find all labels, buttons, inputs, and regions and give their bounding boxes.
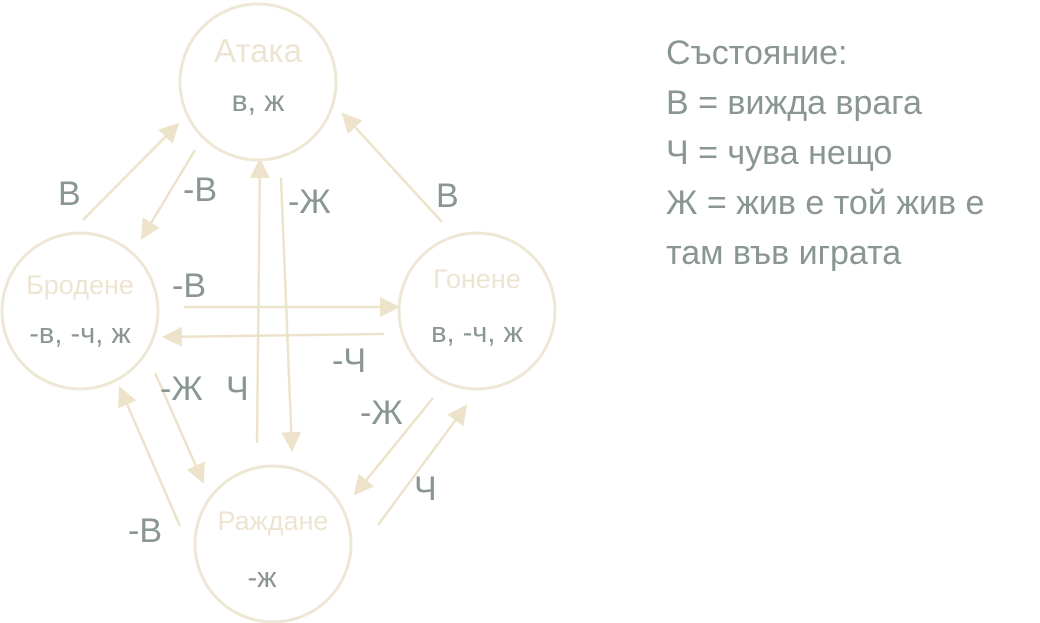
label-wander-to-attack: В xyxy=(58,175,81,213)
node-wander-condition: -в, -ч, ж xyxy=(29,318,131,350)
edge-labels: В -В -Ж В -В -Ч -Ж Ч -Ж Ч -В xyxy=(58,171,459,550)
label-attack-to-spawn: -Ж xyxy=(288,183,331,221)
node-chase-title: Гонене xyxy=(433,264,521,294)
node-wander-title: Бродене xyxy=(26,270,134,300)
node-wander: Бродене -в, -ч, ж xyxy=(0,231,160,391)
node-attack-circle xyxy=(178,2,338,162)
node-wander-circle xyxy=(0,231,160,391)
arrow-chase-to-wander xyxy=(162,326,385,347)
label-attack-to-wander: -В xyxy=(183,171,217,209)
arrow-spawn-to-wander xyxy=(118,386,182,527)
arrow-chase-to-attack xyxy=(341,112,443,223)
node-attack: Атака в, ж xyxy=(178,2,338,162)
legend-line-hear: Ч = чува нещо xyxy=(666,134,893,172)
legend-line-see: В = вижда врага xyxy=(666,84,922,122)
label-spawn-to-wander: -В xyxy=(128,512,162,550)
node-spawn-title: Раждане xyxy=(218,506,329,536)
legend-line-alive: Ж = жив е той жив е xyxy=(666,184,985,222)
node-chase: Гонене в, -ч, ж xyxy=(397,231,557,391)
arrow-spawn-to-attack xyxy=(249,158,270,444)
label-spawn-to-attack: Ч xyxy=(226,370,249,408)
arrow-spawn-to-chase xyxy=(376,404,468,526)
label-chase-to-wander: -Ч xyxy=(332,342,366,380)
node-spawn-condition: -ж xyxy=(247,562,277,594)
node-chase-circle xyxy=(397,231,557,391)
label-wander-to-chase: -В xyxy=(172,267,206,305)
node-spawn-circle xyxy=(193,464,353,623)
arrow-chase-to-spawn xyxy=(353,397,434,496)
label-chase-to-attack: В xyxy=(436,177,459,215)
label-spawn-to-chase: Ч xyxy=(414,470,437,508)
arrow-attack-to-wander xyxy=(140,149,197,240)
arrow-wander-to-spawn xyxy=(153,372,205,484)
node-spawn: Раждане -ж xyxy=(193,464,353,623)
label-chase-to-spawn: -Ж xyxy=(360,394,403,432)
label-wander-to-spawn: -Ж xyxy=(160,370,203,408)
node-chase-condition: в, -ч, ж xyxy=(431,317,523,349)
legend-line-alive-cont: там във играта xyxy=(666,234,902,272)
arrow-wander-to-attack xyxy=(82,122,180,221)
node-attack-condition: в, ж xyxy=(232,85,285,118)
legend-heading: Състояние: xyxy=(666,34,848,72)
arrow-attack-to-spawn xyxy=(279,177,302,452)
node-attack-title: Атака xyxy=(214,32,303,69)
edges xyxy=(82,112,468,527)
state-legend: Състояние: В = вижда врага Ч = чува нещо… xyxy=(666,28,984,278)
